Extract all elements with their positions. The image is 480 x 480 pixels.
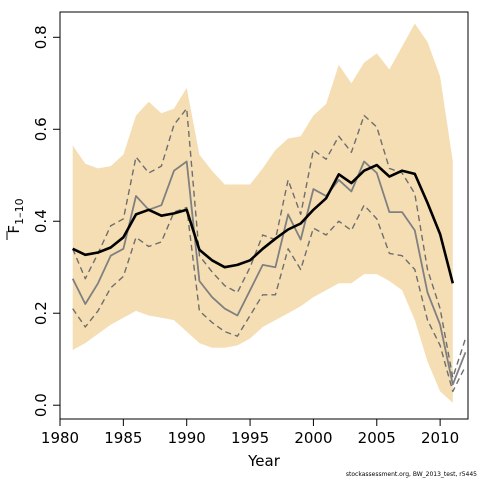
x-tick-label: 1980: [41, 429, 79, 447]
y-axis-title-main: F: [5, 225, 23, 234]
plot-area: [71, 23, 467, 403]
y-tick-label: 0.2: [32, 301, 50, 325]
x-tick-label: 1995: [231, 429, 269, 447]
series-line-4: [72, 204, 467, 393]
y-tick-label: 0.6: [32, 117, 50, 141]
y-tick-label: 0.0: [32, 393, 50, 417]
footer-credit: stockassessment.org, BW_2013_test, r5445: [345, 471, 477, 478]
x-tick-label: 2005: [358, 429, 396, 447]
x-tick-label: 1990: [168, 429, 206, 447]
y-tick-label: 0.4: [32, 209, 50, 233]
series-line-2: [71, 160, 467, 386]
axes: 1980 1985 1990 1995 2000 2005 2010 0.0 0.2 0.4 0.6…: [32, 25, 459, 447]
y-tick-label: 0.8: [32, 25, 50, 49]
plot-frame: [59, 11, 469, 420]
y-axis-title: F1–10: [5, 198, 26, 240]
x-tick-label: 2010: [421, 429, 459, 447]
confidence-band: [72, 23, 453, 403]
series-line-1: [72, 163, 455, 284]
x-tick-label: 2000: [294, 429, 332, 447]
y-axis-title-subscript: 1–10: [13, 198, 26, 225]
svg-text:F1–10: F1–10: [5, 198, 26, 233]
x-axis-title: Year: [247, 452, 281, 470]
x-tick-label: 1985: [104, 429, 142, 447]
